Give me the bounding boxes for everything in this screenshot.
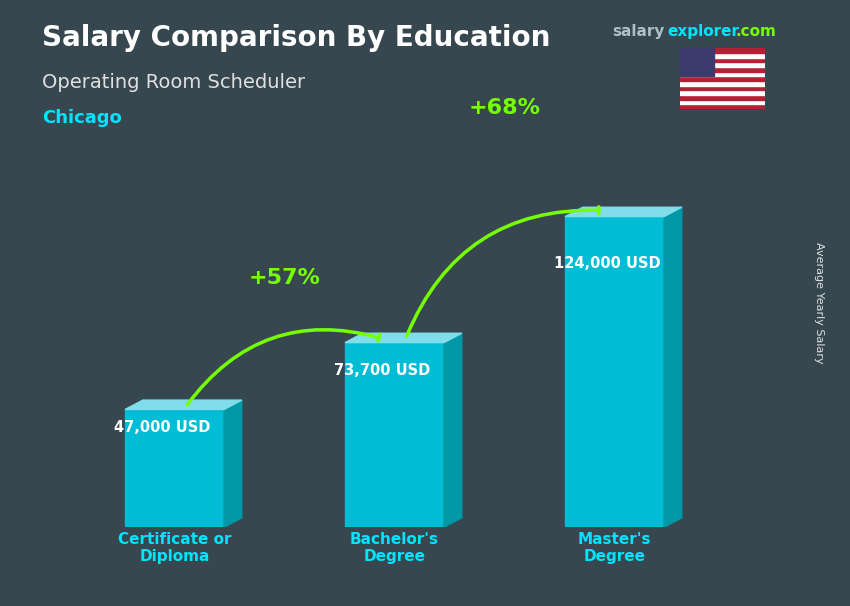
Text: explorer: explorer [667,24,740,39]
Text: +57%: +57% [248,268,320,288]
Text: 124,000 USD: 124,000 USD [554,256,660,271]
Polygon shape [565,207,682,216]
Bar [680,100,765,104]
Text: +68%: +68% [468,98,541,118]
Polygon shape [125,400,241,410]
Bar [680,48,714,76]
Bar [680,53,765,58]
Bar [125,410,224,527]
Text: 47,000 USD: 47,000 USD [114,419,210,435]
Bar [680,81,765,86]
Bar [680,62,765,67]
Bar [680,90,765,95]
Polygon shape [224,400,241,527]
Bar [680,72,765,76]
Text: Average Yearly Salary: Average Yearly Salary [814,242,824,364]
Text: Operating Room Scheduler: Operating Room Scheduler [42,73,306,92]
Polygon shape [664,207,682,527]
Bar [680,58,765,62]
Text: salary: salary [612,24,665,39]
Text: 73,700 USD: 73,700 USD [334,363,430,378]
Text: Chicago: Chicago [42,109,122,127]
Text: Salary Comparison By Education: Salary Comparison By Education [42,24,551,52]
Bar [565,216,664,527]
Bar [680,104,765,109]
Bar [680,76,765,81]
Bar [680,48,765,53]
Bar [680,86,765,90]
Bar [680,67,765,72]
Polygon shape [444,333,462,527]
Text: .com: .com [735,24,776,39]
Polygon shape [345,333,462,342]
Bar [345,342,444,527]
Bar [680,95,765,100]
